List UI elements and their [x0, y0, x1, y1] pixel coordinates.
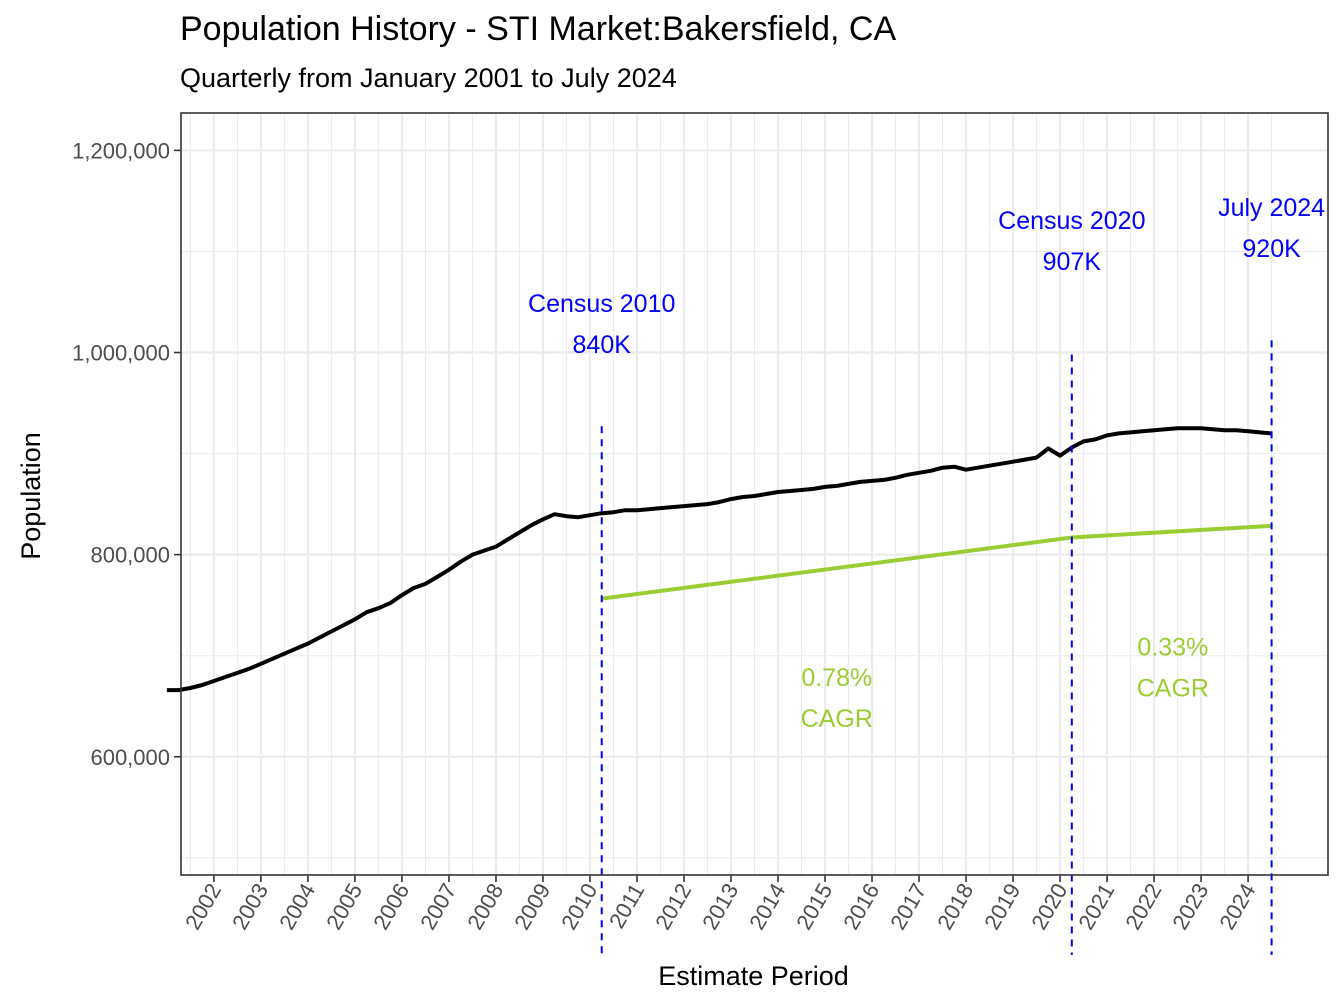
panel-border: [180, 112, 1329, 876]
x-tick-label: 2017: [885, 879, 931, 934]
cagr-trend-line: [1071, 523, 1272, 540]
x-axis-title: Estimate Period: [658, 961, 849, 991]
annotation-label: 0.33% CAGR: [1137, 634, 1209, 703]
x-tick-label: 2023: [1167, 879, 1213, 934]
x-tick-label: 2003: [227, 879, 273, 934]
x-tick-label: 2016: [838, 879, 884, 934]
chart-title: Population History - STI Market:Bakersfi…: [180, 10, 897, 48]
annotation-line: July 2024: [1218, 194, 1325, 222]
x-tick-label: 2024: [1214, 879, 1260, 934]
x-tick-label: 2021: [1073, 879, 1119, 934]
annotation-line: 0.33%: [1137, 634, 1208, 662]
x-tick-label: 2004: [274, 879, 320, 934]
annotation-line: 840K: [573, 331, 632, 359]
x-tick-label: 2014: [744, 879, 790, 934]
x-tick-label: 2002: [180, 879, 226, 934]
y-axis-title: Population: [16, 432, 46, 560]
x-tick-label: 2006: [368, 879, 414, 934]
chart-subtitle: Quarterly from January 2001 to July 2024: [180, 63, 677, 93]
x-tick-label: 2019: [979, 879, 1025, 934]
annotation-line: CAGR: [1137, 675, 1209, 703]
x-tick-label: 2013: [697, 879, 743, 934]
y-tick-label: 800,000: [90, 543, 170, 568]
x-tick-label: 2020: [1026, 879, 1072, 934]
x-tick-label: 2018: [932, 879, 978, 934]
annotation-line: Census 2010: [528, 290, 675, 318]
x-tick-label: 2022: [1120, 879, 1166, 934]
x-tick-label: 2010: [556, 879, 602, 934]
x-tick-label: 2005: [321, 879, 367, 934]
annotation-label: Census 2010 840K: [528, 290, 675, 359]
x-tick-label: 2008: [462, 879, 508, 934]
y-tick-label: 600,000: [90, 745, 170, 770]
y-tick-label: 1,000,000: [72, 341, 170, 366]
y-tick-label: 1,200,000: [72, 138, 170, 163]
x-tick-label: 2012: [650, 879, 696, 934]
annotation-line: 0.78%: [801, 664, 872, 692]
annotation-line: 920K: [1242, 235, 1301, 263]
annotation-line: CAGR: [801, 705, 873, 733]
annotation-line: Census 2020: [998, 207, 1145, 235]
x-tick-label: 2011: [604, 879, 649, 932]
x-tick-label: 2009: [509, 879, 555, 934]
x-tick-label: 2007: [415, 879, 461, 934]
x-tick-label: 2015: [791, 879, 837, 934]
annotation-label: July 2024 920K: [1218, 194, 1325, 263]
annotation-label: Census 2020 907K: [998, 207, 1145, 276]
annotation-label: 0.78% CAGR: [801, 664, 873, 733]
annotation-line: 907K: [1043, 248, 1102, 276]
cagr-trend-line: [601, 535, 1073, 601]
population-line: [166, 426, 1272, 693]
